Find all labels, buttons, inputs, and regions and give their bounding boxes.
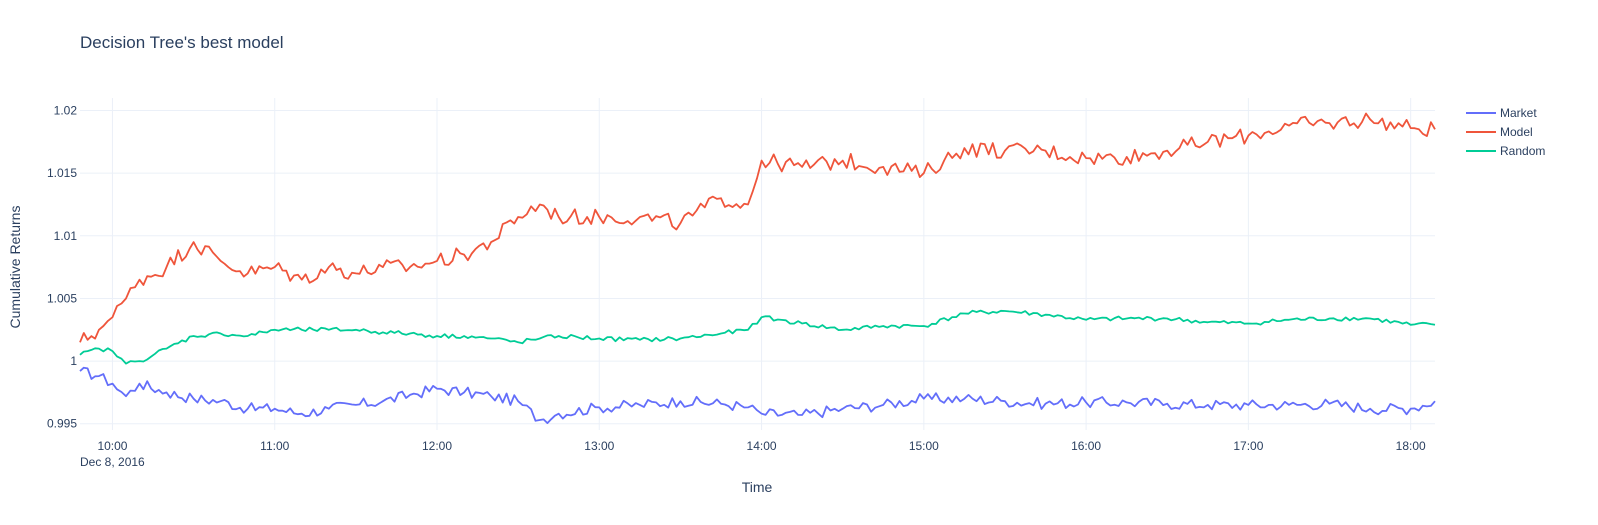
legend-item-market[interactable]: Market [1466, 106, 1537, 120]
y-tick-label: 1.01 [54, 229, 78, 243]
y-tick-label: 1.02 [54, 104, 78, 118]
x-tick-label: 11:00 [260, 439, 289, 453]
y-tick-label: 1 [70, 354, 77, 368]
x-axis-title: Time [742, 479, 773, 495]
legend-label: Market [1500, 106, 1537, 120]
legend-item-random[interactable]: Random [1466, 144, 1545, 158]
x-axis-ticks: 10:00 11:00 12:00 13:00 14:00 15:00 16:00 17:00… [97, 439, 1426, 453]
y-tick-label: 1.015 [47, 166, 77, 180]
x-axis-date-label: Dec 8, 2016 [80, 455, 145, 469]
x-tick-label: 17:00 [1233, 439, 1263, 453]
series-line-model [79, 112, 1436, 343]
grid [80, 98, 1435, 430]
series-line-market [79, 366, 1436, 425]
legend-label: Model [1500, 125, 1533, 139]
y-tick-label: 1.005 [47, 291, 77, 305]
series-line-random [79, 309, 1436, 365]
y-tick-label: 0.995 [47, 417, 77, 431]
legend-item-model[interactable]: Model [1466, 125, 1533, 139]
series-lines [79, 112, 1436, 425]
chart-title: Decision Tree's best model [80, 33, 284, 52]
x-tick-label: 13:00 [584, 439, 614, 453]
x-tick-label: 10:00 [97, 439, 127, 453]
legend-label: Random [1500, 144, 1545, 158]
x-tick-label: 15:00 [909, 439, 939, 453]
x-tick-label: 12:00 [422, 439, 452, 453]
x-tick-label: 18:00 [1396, 439, 1426, 453]
y-axis-ticks: 0.995 1 1.005 1.01 1.015 1.02 [47, 104, 77, 431]
y-axis-title: Cumulative Returns [7, 206, 23, 329]
x-tick-label: 14:00 [747, 439, 777, 453]
legend[interactable]: Market Model Random [1466, 106, 1545, 158]
x-tick-label: 16:00 [1071, 439, 1101, 453]
